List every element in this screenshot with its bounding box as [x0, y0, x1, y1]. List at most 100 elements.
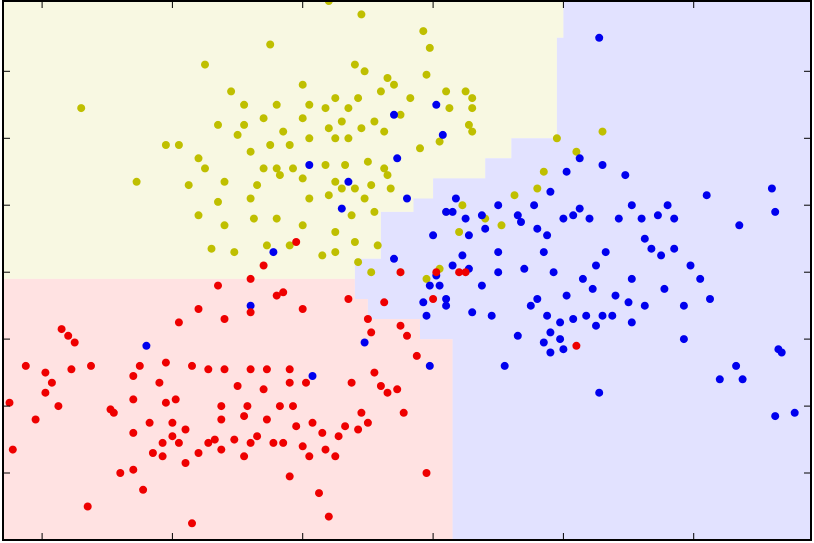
data-point — [497, 221, 506, 230]
data-point — [181, 425, 190, 434]
data-point — [201, 60, 209, 69]
data-point — [520, 264, 529, 273]
data-point — [298, 174, 307, 183]
data-point — [354, 425, 363, 434]
region-red — [3, 278, 453, 540]
data-point — [240, 452, 249, 461]
data-point — [318, 428, 327, 437]
data-point — [429, 295, 438, 303]
data-point — [370, 207, 379, 216]
data-point — [494, 268, 503, 277]
data-point — [429, 231, 438, 240]
data-point — [305, 452, 314, 461]
data-point — [412, 351, 421, 360]
data-point — [243, 402, 252, 411]
data-point — [246, 194, 255, 203]
data-point — [546, 348, 555, 357]
data-point — [477, 211, 486, 220]
data-point — [715, 375, 724, 384]
data-point — [285, 472, 294, 481]
data-point — [360, 194, 369, 203]
data-point — [517, 218, 525, 226]
data-point — [464, 120, 473, 129]
data-point — [494, 201, 503, 210]
data-point — [771, 412, 780, 421]
data-point — [272, 164, 281, 173]
data-point — [380, 298, 389, 307]
data-point — [598, 127, 607, 136]
data-point — [660, 284, 669, 293]
data-point — [360, 338, 369, 347]
data-point — [77, 104, 86, 113]
data-point — [468, 308, 477, 317]
data-point — [272, 100, 281, 109]
data-point — [393, 154, 402, 163]
data-point — [432, 100, 441, 109]
data-point — [621, 171, 630, 180]
data-point — [161, 358, 170, 367]
data-point — [422, 274, 431, 283]
data-point — [285, 378, 294, 387]
data-point — [315, 489, 323, 498]
data-point — [614, 214, 623, 223]
data-point — [390, 80, 398, 89]
data-point — [403, 331, 411, 340]
data-point — [396, 321, 405, 330]
data-point — [324, 191, 333, 200]
data-point — [533, 224, 542, 233]
data-point — [738, 375, 747, 384]
data-point — [132, 177, 141, 186]
data-point — [670, 214, 679, 223]
data-point — [337, 184, 346, 193]
data-point — [370, 368, 379, 377]
data-point — [116, 469, 125, 477]
data-point — [305, 161, 314, 169]
data-point — [230, 435, 239, 444]
data-point — [246, 438, 255, 447]
data-point — [487, 311, 496, 320]
data-point — [240, 412, 249, 421]
data-point — [161, 398, 170, 407]
data-point — [145, 418, 154, 427]
data-point — [279, 127, 288, 136]
data-point — [129, 372, 138, 380]
data-point — [331, 94, 340, 103]
data-point — [771, 207, 780, 216]
data-point — [670, 244, 679, 253]
data-point — [321, 161, 330, 169]
data-point — [396, 268, 405, 277]
data-point — [298, 114, 307, 123]
data-point — [331, 134, 340, 143]
data-point — [308, 418, 317, 427]
data-point — [657, 251, 666, 260]
region-yellow — [3, 1, 564, 279]
data-point — [155, 378, 164, 387]
data-point — [399, 408, 408, 417]
data-point — [357, 124, 366, 133]
data-point — [464, 231, 473, 240]
data-point — [275, 402, 284, 411]
data-point — [419, 298, 428, 307]
data-point — [129, 465, 138, 474]
data-point — [249, 214, 258, 223]
data-point — [70, 338, 79, 347]
data-point — [194, 154, 203, 163]
data-point — [438, 130, 447, 139]
data-point — [64, 331, 73, 340]
data-point — [259, 164, 268, 173]
data-point — [442, 87, 451, 96]
data-point — [383, 388, 392, 397]
data-point — [533, 184, 542, 193]
data-point — [357, 408, 366, 417]
data-point — [227, 87, 236, 96]
data-point — [458, 251, 467, 260]
data-point — [266, 141, 275, 149]
data-point — [530, 201, 539, 210]
data-point — [445, 104, 454, 113]
data-point — [390, 254, 398, 263]
data-point — [559, 345, 568, 354]
data-point — [627, 274, 636, 283]
data-point — [468, 127, 477, 136]
data-point — [477, 281, 486, 290]
data-point — [481, 224, 490, 233]
